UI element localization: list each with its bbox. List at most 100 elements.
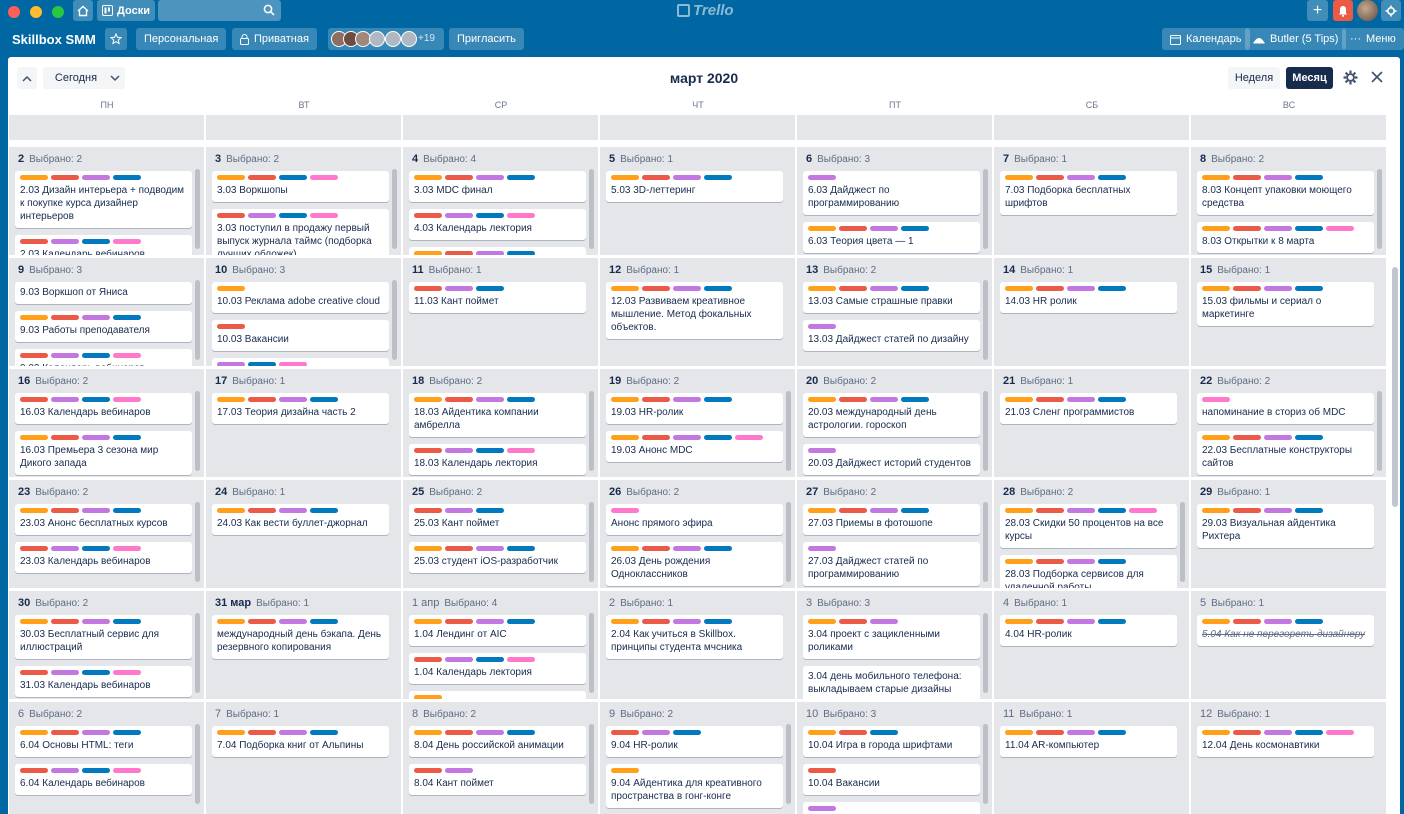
calendar-card[interactable]: 7.04 Подборка книг от Альпины bbox=[212, 726, 389, 757]
calendar-card[interactable]: 29.03 Визуальная айдентика Рихтера bbox=[1197, 504, 1374, 548]
day-cell[interactable]: 9 Выбрано: 3 9.03 Воркшоп от Яниса 9.03 Раб… bbox=[9, 258, 204, 366]
team-visibility-button[interactable]: Персональная bbox=[136, 28, 227, 50]
cell-scrollbar[interactable] bbox=[983, 613, 988, 693]
day-cell[interactable]: 15 Выбрано: 1 15.03 фильмы и сериал о марк… bbox=[1191, 258, 1386, 366]
calendar-card[interactable]: 3.04 проект с зацикленными роликами bbox=[803, 615, 980, 659]
calendar-card[interactable]: 16.03 Календарь вебинаров bbox=[15, 393, 192, 424]
calendar-card[interactable]: 16.03 Премьера 3 сезона мир Дикого запад… bbox=[15, 431, 192, 475]
member-avatar[interactable] bbox=[369, 31, 385, 47]
window-minimize-button[interactable] bbox=[30, 6, 42, 18]
search-icon[interactable] bbox=[263, 4, 275, 16]
day-cell[interactable]: 5 Выбрано: 1 5.03 3D-леттеринг bbox=[600, 147, 795, 255]
day-number[interactable]: 30 bbox=[18, 597, 31, 609]
day-number[interactable]: 8 bbox=[412, 708, 419, 720]
cell-scrollbar[interactable] bbox=[983, 391, 988, 471]
calendar-card[interactable]: 8.03 Концепт упаковки моющего средства bbox=[1197, 171, 1374, 215]
calendar-card[interactable]: 13.03 Самые страшные правки bbox=[803, 282, 980, 313]
day-cell[interactable]: 11 Выбрано: 1 11.03 Кант поймет bbox=[403, 258, 598, 366]
calendar-card[interactable]: 3.03 поступил в продажу первый выпуск жу… bbox=[212, 209, 389, 255]
trello-logo[interactable]: Trello bbox=[677, 2, 734, 19]
calendar-card[interactable]: 19.03 Анонс MDC bbox=[606, 431, 783, 462]
calendar-scrollbar[interactable] bbox=[1392, 267, 1398, 507]
day-cell[interactable]: 19 Выбрано: 2 19.03 HR-ролик 19.03 Анонс MD… bbox=[600, 369, 795, 477]
calendar-card[interactable]: 31.03 Календарь вебинаров bbox=[15, 666, 192, 697]
day-cell[interactable]: 1 апр Выбрано: 4 1.04 Лендинг от AIC 1.04 К… bbox=[403, 591, 598, 699]
day-number[interactable]: 16 bbox=[18, 375, 31, 387]
day-cell[interactable]: 18 Выбрано: 2 18.03 Айдентика компании амб… bbox=[403, 369, 598, 477]
calendar-card[interactable]: 27.03 Приемы в фотошопе bbox=[803, 504, 980, 535]
day-cell[interactable] bbox=[1191, 115, 1386, 140]
calendar-card[interactable]: 10.03 Реклама adobe creative cloud bbox=[212, 282, 389, 313]
cell-scrollbar[interactable] bbox=[1377, 169, 1382, 249]
calendar-card[interactable]: 18.03 Календарь лектория bbox=[409, 444, 586, 475]
calendar-card[interactable]: 8.03 Открытки к 8 марта bbox=[1197, 222, 1374, 253]
cell-scrollbar[interactable] bbox=[983, 280, 988, 360]
day-cell[interactable]: 2 Выбрано: 1 2.04 Как учиться в Skillbox. … bbox=[600, 591, 795, 699]
day-cell[interactable]: 13 Выбрано: 2 13.03 Самые страшные правки 1… bbox=[797, 258, 992, 366]
day-cell[interactable]: 7 Выбрано: 1 7.04 Подборка книг от Альпины bbox=[206, 702, 401, 814]
day-cell[interactable]: 4 Выбрано: 4 3.03 MDC финал 4.03 Календарь … bbox=[403, 147, 598, 255]
day-number[interactable]: 9 bbox=[609, 708, 616, 720]
day-number[interactable]: 10 bbox=[215, 264, 228, 276]
next-month-button[interactable] bbox=[105, 67, 125, 89]
user-avatar[interactable] bbox=[1357, 0, 1378, 21]
day-cell[interactable]: 12 Выбрано: 1 12.04 День космонавтики bbox=[1191, 702, 1386, 814]
day-cell[interactable]: 31 мар Выбрано: 1 международный день бэкап… bbox=[206, 591, 401, 699]
calendar-card[interactable]: 9.03 Календарь вебинаров bbox=[15, 349, 192, 366]
day-number[interactable]: 29 bbox=[1200, 486, 1213, 498]
calendar-card[interactable]: 9.03 Работы преподавателя bbox=[15, 311, 192, 342]
calendar-card[interactable]: напоминание в сториз об MDC bbox=[1197, 393, 1374, 424]
day-cell[interactable]: 21 Выбрано: 1 21.03 Сленг программистов bbox=[994, 369, 1189, 477]
cell-scrollbar[interactable] bbox=[1180, 502, 1185, 582]
day-number[interactable]: 8 bbox=[1200, 153, 1207, 165]
calendar-card[interactable]: 3.04 день мобильного телефона: выкладыва… bbox=[803, 666, 980, 699]
day-number[interactable]: 6 bbox=[806, 153, 813, 165]
today-button[interactable]: Сегодня bbox=[43, 67, 109, 89]
calendar-settings-button[interactable] bbox=[1343, 70, 1358, 88]
day-number[interactable]: 22 bbox=[1200, 375, 1213, 387]
calendar-card[interactable]: 28.03 Подборка сервисов для удаленной ра… bbox=[1000, 555, 1177, 588]
calendar-card[interactable]: 27.03 Дайджест статей по программировани… bbox=[803, 542, 980, 586]
day-cell[interactable]: 29 Выбрано: 1 29.03 Визуальная айдентика Р… bbox=[1191, 480, 1386, 588]
day-cell[interactable] bbox=[206, 115, 401, 140]
calendar-powerup-button[interactable]: Календарь bbox=[1162, 28, 1250, 50]
day-cell[interactable] bbox=[600, 115, 795, 140]
day-cell[interactable]: 10 Выбрано: 3 10.04 Игра в города шрифтами… bbox=[797, 702, 992, 814]
day-number[interactable]: 12 bbox=[1200, 708, 1213, 720]
cell-scrollbar[interactable] bbox=[786, 391, 791, 471]
day-cell[interactable]: 6 Выбрано: 3 6.03 Дайджест по программиров… bbox=[797, 147, 992, 255]
day-cell[interactable]: 25 Выбрано: 2 25.03 Кант поймет 25.03 студе… bbox=[403, 480, 598, 588]
day-number[interactable]: 23 bbox=[18, 486, 31, 498]
board-members[interactable]: +19 bbox=[328, 28, 444, 50]
day-cell[interactable]: 20 Выбрано: 2 20.03 международный день аст… bbox=[797, 369, 992, 477]
cell-scrollbar[interactable] bbox=[195, 391, 200, 471]
day-number[interactable]: 6 bbox=[18, 708, 25, 720]
day-cell[interactable]: 27 Выбрано: 2 27.03 Приемы в фотошопе 27.03… bbox=[797, 480, 992, 588]
day-number[interactable]: 5 bbox=[1200, 597, 1207, 609]
day-number[interactable]: 4 bbox=[412, 153, 419, 165]
day-number[interactable]: 17 bbox=[215, 375, 228, 387]
calendar-card[interactable]: международный день бэкапа. День резервно… bbox=[212, 615, 389, 659]
calendar-card[interactable]: 25.03 Кант поймет bbox=[409, 504, 586, 535]
cell-scrollbar[interactable] bbox=[983, 502, 988, 582]
cell-scrollbar[interactable] bbox=[1377, 391, 1382, 471]
calendar-card[interactable] bbox=[409, 691, 586, 699]
calendar-card[interactable]: 9.04 Айдентика для креативного пространс… bbox=[606, 764, 783, 808]
day-cell[interactable]: 30 Выбрано: 2 30.03 Бесплатный сервис для … bbox=[9, 591, 204, 699]
butler-button[interactable]: Butler (5 Tips) bbox=[1245, 28, 1347, 50]
settings-button[interactable] bbox=[1381, 0, 1401, 21]
cell-scrollbar[interactable] bbox=[195, 502, 200, 582]
day-cell[interactable]: 16 Выбрано: 2 16.03 Календарь вебинаров 16.… bbox=[9, 369, 204, 477]
day-number[interactable]: 31 мар bbox=[215, 597, 252, 609]
day-cell[interactable]: 22 Выбрано: 2 напоминание в сториз об MDC 2… bbox=[1191, 369, 1386, 477]
day-cell[interactable]: 12 Выбрано: 1 12.03 Развиваем креативное м… bbox=[600, 258, 795, 366]
day-cell[interactable]: 26.02 Подкаст Кант поймет bbox=[403, 115, 598, 140]
cell-scrollbar[interactable] bbox=[392, 280, 397, 360]
week-view-button[interactable]: Неделя bbox=[1228, 67, 1280, 89]
day-number[interactable]: 13 bbox=[806, 264, 819, 276]
calendar-card[interactable]: 15.03 фильмы и сериал о маркетинге bbox=[1197, 282, 1374, 326]
cell-scrollbar[interactable] bbox=[589, 613, 594, 693]
star-button[interactable] bbox=[105, 28, 127, 50]
calendar-card[interactable]: 3.03 MDC финал bbox=[409, 171, 586, 202]
day-cell[interactable]: 8 Выбрано: 2 8.03 Концепт упаковки моющего… bbox=[1191, 147, 1386, 255]
